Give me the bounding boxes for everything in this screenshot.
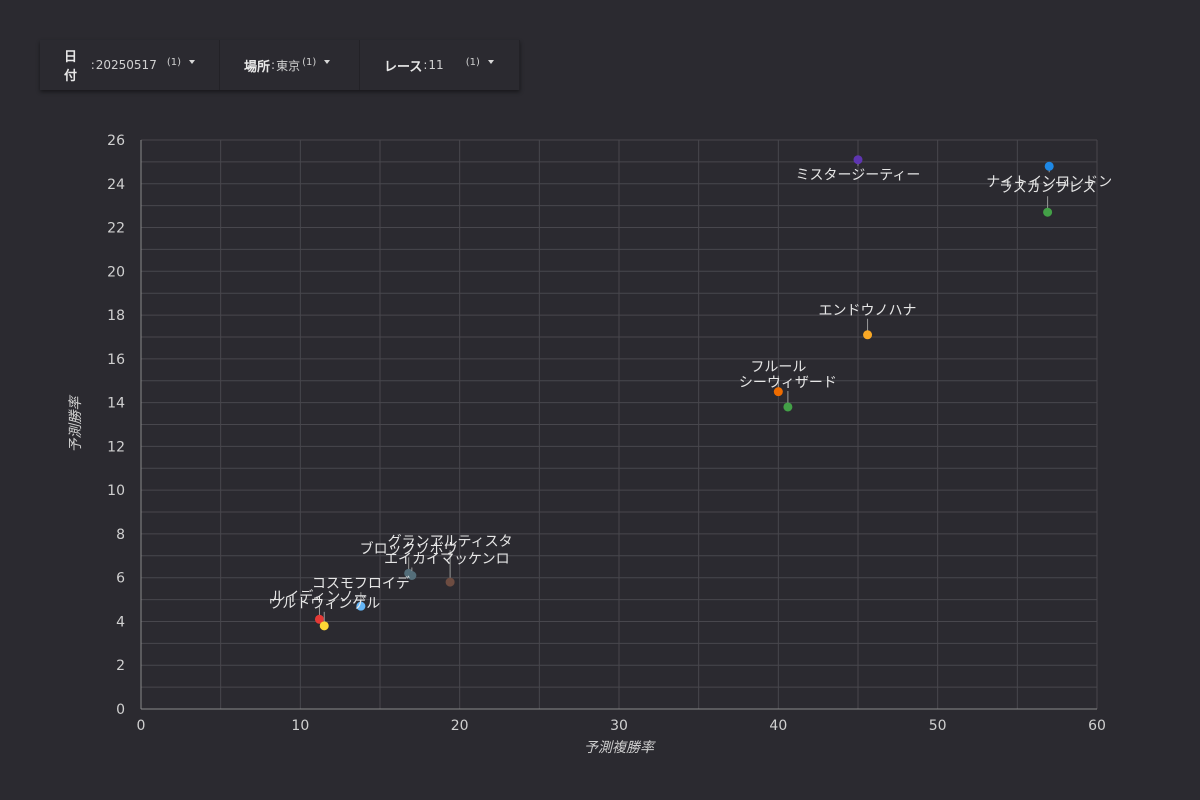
x-tick-label: 0: [137, 718, 146, 734]
y-tick-label: 12: [107, 439, 125, 455]
y-tick-label: 16: [107, 352, 125, 368]
x-tick-label: 10: [291, 718, 309, 734]
y-tick-label: 20: [107, 264, 125, 280]
y-tick-label: 0: [116, 702, 125, 718]
x-tick-label: 40: [769, 718, 787, 734]
x-tick-label: 50: [929, 718, 947, 734]
date-filter-count: (1): [166, 56, 181, 68]
venue-filter[interactable]: 場所: 東京 (1): [220, 40, 360, 90]
point-label: ブロックソボウ: [360, 540, 458, 557]
race-filter-value: 11: [428, 58, 444, 72]
y-tick-label: 22: [107, 221, 125, 237]
date-filter[interactable]: 日付: 20250517 (1): [40, 40, 220, 90]
x-tick-label: 60: [1088, 718, 1106, 734]
data-point[interactable]: シーウィザード: [739, 375, 837, 412]
venue-filter-count: (1): [302, 56, 317, 68]
point-label: ミスタージーティー: [796, 168, 921, 184]
y-tick-label: 26: [107, 133, 125, 149]
point-label: フルール: [750, 360, 806, 376]
point-marker[interactable]: [1043, 207, 1053, 217]
y-tick-label: 4: [116, 614, 125, 630]
point-marker[interactable]: [1044, 161, 1054, 171]
point-marker[interactable]: [783, 402, 793, 412]
filter-bar: 日付: 20250517 (1) 場所: 東京 (1) レース: 11 (1): [40, 40, 520, 90]
chart-points: ミスタージーティー ナイトインロンドンラスカンブレスエンドウノハナフルールシーウィ…: [268, 155, 1112, 631]
y-tick-label: 8: [116, 527, 125, 543]
y-tick-label: 14: [107, 396, 125, 412]
point-marker[interactable]: [445, 577, 455, 587]
point-marker[interactable]: [863, 330, 873, 340]
point-label: ウルトウィンゲル: [268, 596, 380, 612]
chevron-down-icon[interactable]: [324, 60, 331, 64]
chevron-down-icon[interactable]: [189, 60, 195, 64]
point-label: グランアルティスタ: [388, 534, 513, 550]
point-label: シーウィザード: [739, 375, 837, 391]
data-point[interactable]: ラスカンブレス: [999, 179, 1096, 217]
point-marker[interactable]: [314, 614, 324, 624]
point-marker[interactable]: [773, 387, 783, 397]
data-point[interactable]: エイカイマッケンロ: [384, 552, 510, 581]
x-tick-label: 30: [610, 718, 628, 734]
point-marker[interactable]: [853, 155, 863, 165]
y-tick-label: 2: [116, 658, 125, 674]
date-filter-value: 20250517: [95, 58, 157, 72]
x-axis-title: 予測複勝率: [584, 740, 656, 756]
data-point[interactable]: コスモフロイデ: [312, 575, 410, 611]
data-point[interactable]: ウルトウィンゲル: [268, 596, 380, 631]
point-marker[interactable]: [356, 601, 366, 611]
point-label: エイカイマッケンロ: [384, 552, 510, 568]
data-point[interactable]: グランアルティスタ: [388, 534, 513, 587]
venue-filter-value: 東京: [276, 58, 301, 73]
point-label: コスモフロイデ: [312, 575, 410, 592]
point-label: ナイトインロンドン: [986, 174, 1112, 190]
y-tick-label: 6: [116, 571, 125, 587]
data-point[interactable]: ミスタージーティー: [796, 155, 921, 184]
data-point[interactable]: ルイディンノー: [271, 588, 368, 624]
y-tick-label: 24: [107, 177, 125, 193]
chart-grid: [140, 139, 1098, 710]
venue-filter-label: 場所: [244, 59, 271, 75]
data-point[interactable]: ナイトインロンドン: [986, 161, 1112, 191]
race-filter[interactable]: レース: 11 (1): [360, 40, 520, 90]
data-point[interactable]: エンドウノハナ: [819, 303, 917, 340]
y-tick-label: 18: [107, 308, 125, 324]
point-label: ルイディンノー: [271, 588, 367, 605]
date-filter-label: 日付: [64, 50, 78, 84]
race-filter-label: レース: [384, 59, 423, 75]
point-marker[interactable]: [407, 571, 417, 581]
y-tick-label: 10: [107, 483, 125, 499]
y-axis-title: 予測勝率: [68, 395, 84, 453]
point-marker[interactable]: [319, 621, 329, 631]
point-label: エンドウノハナ: [819, 303, 917, 319]
point-label: ラスカンブレス: [999, 179, 1096, 196]
x-tick-label: 20: [451, 718, 469, 734]
data-point[interactable]: フルール: [750, 360, 806, 397]
race-filter-count: (1): [465, 56, 480, 68]
chevron-down-icon[interactable]: [487, 60, 494, 64]
